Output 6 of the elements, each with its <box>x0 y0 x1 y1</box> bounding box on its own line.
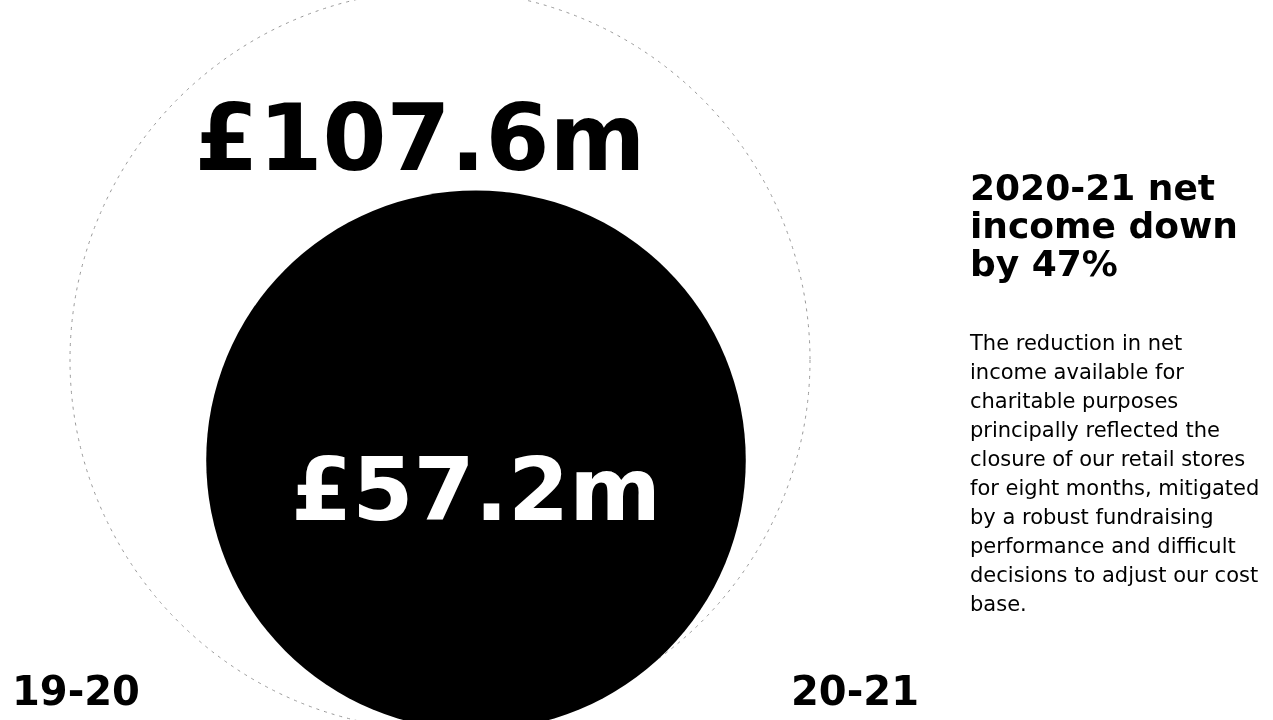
category-label: 20-21 <box>791 668 919 714</box>
data-label: £57.2m <box>290 438 662 542</box>
text: 2020-21 net income down by 47% <box>970 167 1238 284</box>
category-label: 19-20 <box>12 668 140 714</box>
text: The reduction in net income available for charitable purposes principally reflected the closure of our retail stores for eight months, mitigated by a robust fundraising performance and difficult decisions to adjust our cost base. <box>970 331 1260 616</box>
data-label: £107.6m <box>194 85 646 192</box>
